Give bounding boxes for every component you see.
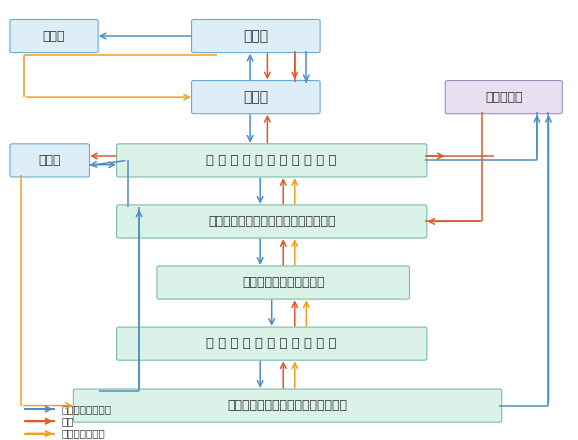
FancyBboxPatch shape bbox=[117, 144, 427, 177]
Text: 理事会: 理事会 bbox=[243, 29, 268, 43]
Text: 課　長　・　支　店　長: 課 長 ・ 支 店 長 bbox=[242, 276, 324, 289]
Text: 調査・チェック: 調査・チェック bbox=[61, 429, 105, 439]
Text: 指示: 指示 bbox=[61, 416, 74, 426]
FancyBboxPatch shape bbox=[117, 205, 427, 238]
Text: 常務会: 常務会 bbox=[243, 90, 268, 104]
FancyBboxPatch shape bbox=[157, 266, 409, 299]
Text: 報告・連絡・相談: 報告・連絡・相談 bbox=[61, 404, 111, 414]
Text: 監　事: 監 事 bbox=[43, 29, 65, 43]
FancyBboxPatch shape bbox=[117, 327, 427, 360]
FancyBboxPatch shape bbox=[10, 19, 98, 53]
Text: 職員（嘱託職員・派遣社員を含む）: 職員（嘱託職員・派遣社員を含む） bbox=[228, 399, 347, 412]
Text: 弁　護　士: 弁 護 士 bbox=[485, 91, 523, 104]
FancyBboxPatch shape bbox=[73, 389, 502, 422]
Text: 監査室: 監査室 bbox=[39, 154, 61, 167]
Text: コンプライアンス統括部署（総務部）: コンプライアンス統括部署（総務部） bbox=[208, 215, 335, 228]
Text: コ ン プ ラ イ ア ン ス 委 員 会: コ ン プ ラ イ ア ン ス 委 員 会 bbox=[206, 154, 337, 167]
FancyBboxPatch shape bbox=[191, 19, 320, 53]
FancyBboxPatch shape bbox=[445, 81, 562, 114]
FancyBboxPatch shape bbox=[191, 81, 320, 114]
FancyBboxPatch shape bbox=[10, 144, 90, 177]
Text: コ ン プ ラ イ ア ン ス 担 当 者: コ ン プ ラ イ ア ン ス 担 当 者 bbox=[206, 337, 337, 350]
